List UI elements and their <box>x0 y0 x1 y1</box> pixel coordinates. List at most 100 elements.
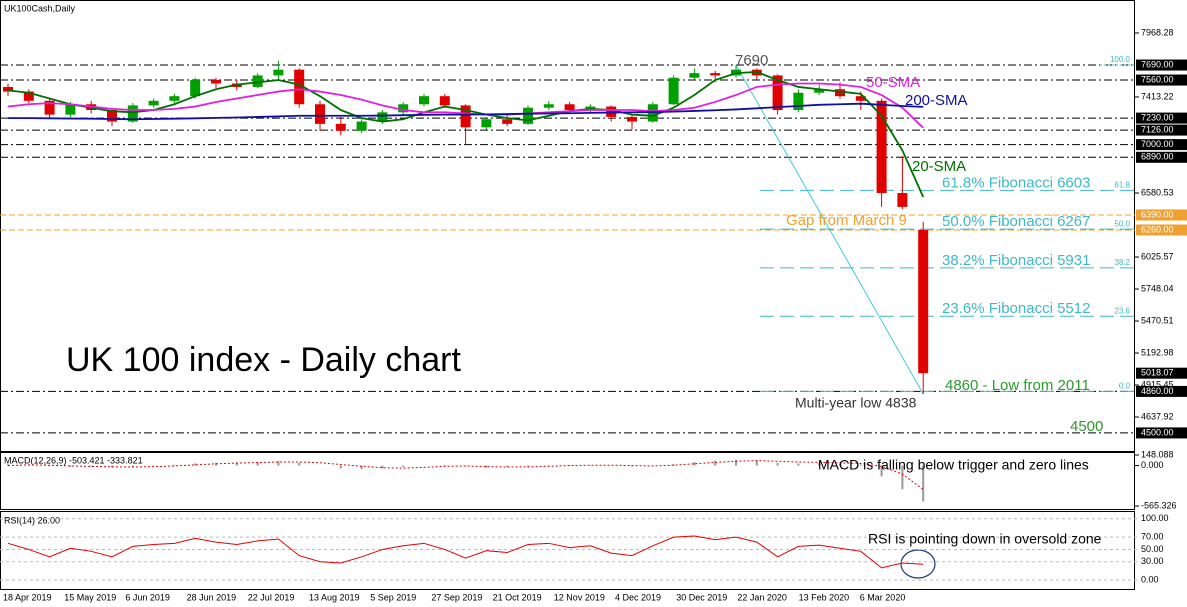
candle-body <box>918 229 929 374</box>
level-tag <box>1136 124 1187 136</box>
last-price-label: 5018.07 <box>1141 368 1174 378</box>
fib-ratio: 23.6 <box>1114 306 1130 315</box>
candle-body <box>814 89 825 93</box>
x-tick-label: 5 Sep 2019 <box>370 592 416 602</box>
level-tag-label: 7000.00 <box>1141 139 1174 149</box>
y-tick-label: 5470.51 <box>1141 315 1174 325</box>
level-tag <box>1136 385 1187 397</box>
candle-body <box>190 80 201 97</box>
level-tag-label: 7690.00 <box>1141 59 1174 69</box>
level-tag-label: 7560.00 <box>1141 74 1174 84</box>
candle-body <box>398 104 409 113</box>
x-tick-label: 18 Apr 2019 <box>3 592 52 602</box>
candle-body <box>855 96 866 101</box>
sma-line <box>8 102 924 121</box>
fib-trend <box>735 64 924 395</box>
level-tag <box>1136 224 1187 236</box>
chart-title: UK 100 index - Daily chart <box>66 341 462 379</box>
rsi-highlight <box>900 549 936 579</box>
fib-ratio: 100.0 <box>1110 55 1131 64</box>
level-tag-label: 6390.00 <box>1141 209 1174 219</box>
candle-body <box>543 104 554 108</box>
fib-text: 23.6% Fibonacci 5512 <box>942 300 1090 317</box>
y-tick-label: 148.088 <box>1141 449 1174 459</box>
level-tag <box>1136 112 1187 124</box>
macd-panel <box>0 452 1135 510</box>
level-tag-label: 4500.00 <box>1141 427 1174 437</box>
candle-body <box>356 121 367 131</box>
x-tick-label: 28 Jun 2019 <box>187 592 237 602</box>
candle-body <box>252 75 263 87</box>
level-tag <box>1136 74 1187 86</box>
candle-body <box>897 193 908 207</box>
candle-body <box>211 80 221 84</box>
candle-body <box>689 73 700 78</box>
y-tick-label: 5748.04 <box>1141 283 1174 293</box>
rsi-line <box>7 535 924 569</box>
candle-body <box>294 69 305 105</box>
y-tick-label: 4637.92 <box>1141 411 1174 421</box>
sma-name: 200-SMA <box>905 92 968 109</box>
symbol-label: UK100Cash,Daily <box>4 3 76 13</box>
candle-body <box>710 73 721 76</box>
candle-body <box>23 91 34 101</box>
candle-body <box>127 105 138 122</box>
x-tick-label: 21 Oct 2019 <box>493 592 542 602</box>
candle-body <box>169 96 180 101</box>
candle-body <box>3 86 13 92</box>
rsi-panel <box>0 511 1135 590</box>
fib-ratio: 38.2 <box>1114 258 1130 267</box>
candle-body <box>481 119 492 128</box>
fib-text: 61.8% Fibonacci 6603 <box>942 174 1090 191</box>
signal-line <box>7 460 924 490</box>
x-tick-label: 22 Jul 2019 <box>248 592 295 602</box>
y-tick-label: 6580.53 <box>1141 187 1174 197</box>
x-tick-label: 12 Nov 2019 <box>554 592 605 602</box>
level-tag-label: 4860.00 <box>1141 386 1174 396</box>
y-tick-label: 6025.57 <box>1141 251 1174 261</box>
level-tag <box>1136 427 1187 439</box>
level-tag-label: 7230.00 <box>1141 112 1174 122</box>
candle-body <box>793 92 804 111</box>
x-tick-label: 22 Jan 2020 <box>737 592 787 602</box>
y-tick-label: 7968.28 <box>1141 27 1174 37</box>
candle-body <box>876 100 887 194</box>
y-tick-label: -565.326 <box>1141 500 1177 510</box>
level-tag <box>1136 151 1187 163</box>
candle-body <box>523 107 533 124</box>
level-tag-label: 7126.00 <box>1141 124 1174 134</box>
candle-body <box>627 116 637 122</box>
y-tick-label: 100.00 <box>1141 513 1169 523</box>
macd-annotation: MACD is falling below trigger and zero l… <box>818 457 1089 473</box>
candle-body <box>148 100 159 106</box>
candle-body <box>460 105 471 128</box>
gap-label: Gap from March 9 <box>786 212 907 229</box>
rsi-annotation: RSI is pointing down in oversold zone <box>868 531 1102 547</box>
fib-ratio: 50.0 <box>1114 219 1130 228</box>
main-panel <box>0 0 1135 452</box>
candle-body <box>107 110 117 122</box>
sma-name: 50-SMA <box>866 74 920 91</box>
sma-line <box>7 82 924 129</box>
x-tick-label: 15 May 2019 <box>64 592 116 602</box>
fib-ratio: 61.8 <box>1114 181 1130 190</box>
candle-body <box>273 69 284 76</box>
rsi-label: RSI(14) 26.00 <box>4 515 60 525</box>
y-tick-label: 70.00 <box>1141 532 1164 542</box>
macd-label: MACD(12,26,9) -503.421 -333.821 <box>4 455 143 465</box>
candle-body <box>564 104 575 111</box>
candle-body <box>419 96 429 105</box>
peak-label: 7690 <box>735 52 768 69</box>
level-tag <box>1136 59 1187 71</box>
candle-body <box>377 112 388 122</box>
x-tick-label: 13 Aug 2019 <box>309 592 360 602</box>
x-tick-label: 30 Dec 2019 <box>676 592 727 602</box>
fib-ratio: 0.0 <box>1119 382 1131 391</box>
sma-line <box>7 71 925 198</box>
fib-text: 38.2% Fibonacci 5931 <box>942 252 1090 269</box>
y-tick-label: 0.000 <box>1141 460 1164 470</box>
candle-body <box>335 123 346 131</box>
level-tag-label: 6260.00 <box>1141 224 1174 234</box>
